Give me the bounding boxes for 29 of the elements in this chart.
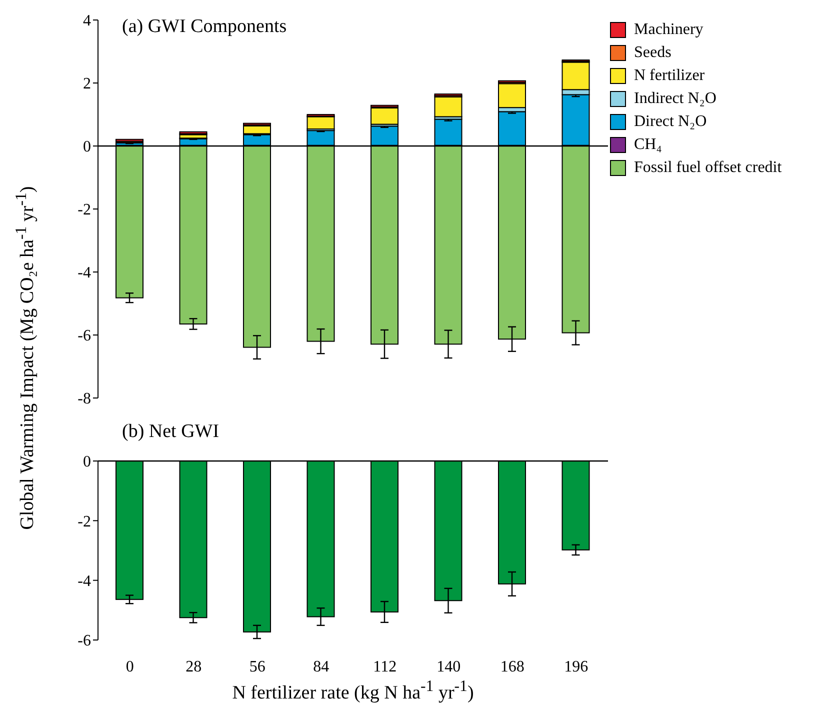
y-tick-label: -8	[78, 390, 91, 408]
legend-label: N fertilizer	[634, 66, 705, 84]
x-tick-label: 140	[436, 658, 461, 676]
chart-title: (b) Net GWI	[122, 421, 220, 443]
y-tick-label: -4	[78, 264, 91, 282]
x-tick-label: 84	[313, 658, 330, 676]
x-tick-label: 0	[126, 658, 134, 676]
y-tick-label: 0	[83, 138, 91, 156]
legend-label: Fossil fuel offset credit	[634, 158, 782, 176]
legend-label: Indirect N₂O	[634, 90, 716, 108]
x-axis-title: N fertilizer rate (kg N ha$^{-1}$ yr$^{-1}$)	[231, 678, 475, 704]
y-tick-label: -6	[78, 632, 91, 650]
y-tick-label: -2	[78, 513, 91, 530]
legend-label: Direct N₂O	[634, 112, 707, 130]
chart-title: (a) GWI Components	[122, 16, 287, 38]
x-tick-label: 196	[564, 658, 588, 676]
x-tick-label: 112	[373, 658, 397, 676]
legend-label: CH₄	[634, 136, 662, 154]
legend-label: Seeds	[634, 44, 672, 62]
y-tick-label: 4	[83, 12, 91, 30]
y-tick-label: -6	[78, 328, 91, 345]
y-tick-label: 2	[83, 76, 91, 93]
y-tick-label: -4	[78, 573, 91, 590]
y-tick-label: 0	[83, 454, 91, 471]
x-tick-label: 28	[186, 658, 202, 676]
legend-label: Machinery	[634, 20, 704, 38]
y-tick-label: -2	[78, 202, 91, 219]
x-tick-label: 56	[249, 658, 266, 676]
x-tick-label: 168	[500, 658, 524, 676]
